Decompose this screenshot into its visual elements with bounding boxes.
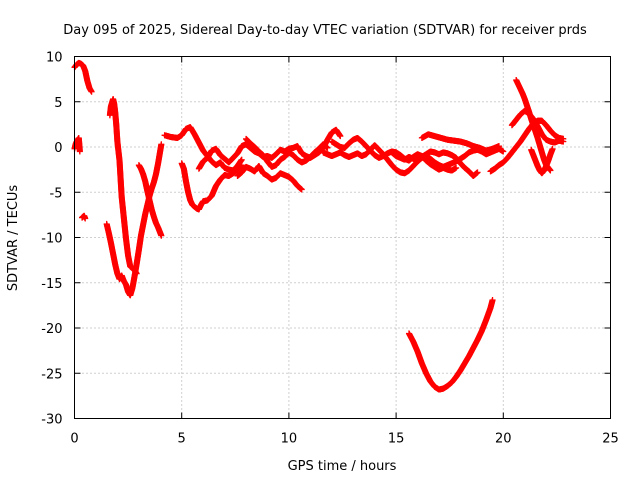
y-tick-label: -15: [41, 277, 62, 292]
x-tick-label: 10: [281, 432, 298, 447]
y-tick-label: -25: [41, 367, 62, 382]
y-tick-label: -20: [41, 322, 62, 337]
y-tick-label: 0: [54, 141, 62, 156]
x-tick-label: 25: [602, 432, 619, 447]
x-axis-label: GPS time / hours: [288, 459, 397, 474]
series-arc-1: [71, 59, 95, 95]
y-tick-label: -10: [41, 232, 62, 247]
y-tick-label: 10: [46, 51, 63, 66]
x-tick-label: 15: [388, 432, 405, 447]
y-tick-label: -30: [41, 413, 62, 428]
y-axis-label: SDTVAR / TECUs: [6, 185, 21, 292]
y-tick-label: -5: [50, 186, 63, 201]
series-arc-20: [405, 296, 496, 393]
x-tick-label: 20: [495, 432, 512, 447]
series-arc-4: [103, 141, 165, 299]
data-point: [88, 88, 95, 95]
y-tick-label: 5: [54, 96, 62, 111]
series-arc-3: [79, 212, 89, 222]
tick-labels: 0 5 10 15 20 25 10 5 0 -5 -10 -15 -20 -25 -30: [41, 51, 619, 447]
chart-title: Day 095 of 2025, Sidereal Day-to-day VTE…: [63, 23, 587, 38]
x-tick-label: 0: [70, 432, 78, 447]
series-arc-5: [106, 96, 140, 277]
x-tick-label: 5: [178, 432, 186, 447]
series-arc-2: [71, 134, 83, 155]
data-point: [158, 141, 165, 148]
data-points: [71, 59, 567, 393]
data-point: [82, 215, 89, 222]
data-point: [76, 148, 83, 155]
